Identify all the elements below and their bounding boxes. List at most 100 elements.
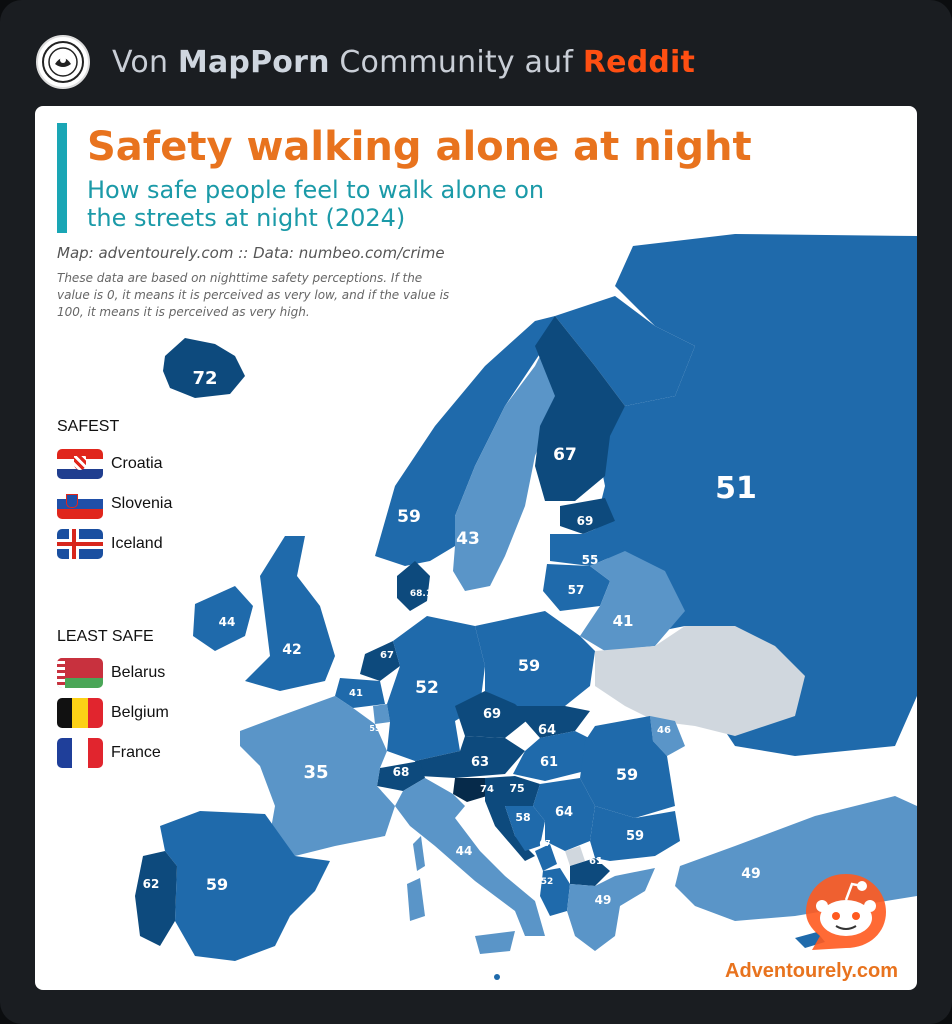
- value-hungary: 61: [540, 755, 558, 770]
- reddit-snoo-icon[interactable]: [802, 870, 890, 954]
- value-greece: 49: [595, 893, 612, 907]
- value-lithuania: 57: [568, 583, 585, 597]
- region-belgium: [335, 678, 385, 708]
- value-slovakia: 64: [538, 723, 556, 738]
- region-hungary: [513, 731, 595, 781]
- value-turkey: 49: [741, 866, 760, 882]
- value-finland: 67: [553, 445, 577, 465]
- region-czechia: [455, 691, 530, 738]
- belarus-flag-icon: [57, 658, 103, 688]
- region-belarus: [580, 551, 685, 651]
- region-sweden: [453, 346, 565, 591]
- region-uk: [245, 536, 335, 691]
- value-uk: 42: [282, 642, 301, 658]
- region-serbia: [533, 778, 595, 851]
- region-russia: [595, 234, 917, 756]
- region-italy: [395, 778, 545, 936]
- region-romania: [580, 716, 675, 818]
- legend-safest-2: Slovenia: [57, 488, 172, 520]
- region-switzerland: [377, 761, 425, 791]
- value-belarus: 41: [613, 612, 634, 630]
- region-north-macedonia: [570, 858, 610, 886]
- post-source-line: Von MapPorn Community auf Reddit: [112, 45, 695, 80]
- legend-label: France: [111, 744, 161, 761]
- value-iceland: 72: [192, 368, 217, 389]
- value-montenegro: 67: [539, 839, 550, 848]
- region-finland: [535, 316, 625, 501]
- legend-safest-heading: SAFEST: [57, 418, 120, 435]
- value-north-macedonia: 61: [589, 856, 603, 867]
- value-france: 35: [303, 762, 328, 783]
- region-kosovo: [565, 846, 585, 866]
- legend-label: Slovenia: [111, 495, 173, 512]
- value-estonia: 69: [577, 514, 594, 528]
- croatia-flag-icon: [57, 449, 103, 479]
- value-cyprus: 66: [772, 938, 784, 947]
- value-luxembourg: 55: [369, 724, 381, 733]
- region-netherlands: [360, 641, 400, 681]
- region-kola: [555, 296, 695, 406]
- france-flag-icon: [57, 738, 103, 768]
- region-iceland: [163, 338, 245, 398]
- value-spain: 59: [206, 875, 228, 894]
- region-bosnia: [505, 806, 545, 851]
- region-estonia: [560, 498, 615, 534]
- map-source: Map: adventourely.com :: Data: numbeo.co…: [57, 244, 445, 262]
- value-denmark: 68.1: [410, 589, 432, 599]
- value-belgium: 41: [349, 688, 363, 699]
- region-latvia: [550, 521, 625, 566]
- legend-safest-1: Croatia: [57, 448, 163, 480]
- value-malta: 54: [501, 972, 513, 981]
- value-latvia: 55: [582, 553, 599, 567]
- value-netherlands: 67: [380, 650, 394, 661]
- post-header: Von MapPorn Community auf Reddit: [36, 34, 695, 90]
- map-subtitle: How safe people feel to walk alone on th…: [87, 176, 545, 232]
- map-note: These data are based on nighttime safety…: [57, 271, 450, 319]
- community-name[interactable]: MapPorn: [177, 44, 330, 80]
- region-malta: [494, 974, 500, 980]
- value-ireland: 44: [219, 615, 236, 629]
- value-slovenia: 74: [480, 784, 494, 795]
- legend-least-heading: LEAST SAFE: [57, 628, 154, 645]
- title-accent-bar: [57, 123, 67, 233]
- region-ireland: [193, 586, 253, 651]
- region-croatia: [485, 776, 540, 861]
- legend-least-1: Belarus: [57, 657, 165, 689]
- value-albania: 52: [541, 877, 554, 887]
- value-croatia: 75: [509, 782, 524, 795]
- value-serbia: 64: [555, 805, 573, 820]
- legend-least-3: France: [57, 737, 161, 769]
- region-slovenia: [453, 778, 487, 802]
- legend-label: Belarus: [111, 664, 166, 681]
- legend-label: Iceland: [111, 535, 163, 552]
- value-romania: 59: [616, 765, 638, 784]
- region-poland: [475, 611, 595, 706]
- value-norway: 59: [397, 507, 421, 527]
- region-greece: [567, 868, 655, 951]
- value-portugal: 62: [143, 877, 160, 891]
- value-poland: 59: [518, 656, 540, 675]
- region-sicily: [475, 931, 515, 954]
- belgium-flag-icon: [57, 698, 103, 728]
- platform-name[interactable]: Reddit: [582, 44, 696, 80]
- region-slovakia: [515, 706, 590, 738]
- value-bosnia: 58: [515, 811, 530, 824]
- region-luxembourg: [373, 704, 390, 724]
- mapporn-seal-icon[interactable]: [36, 35, 90, 89]
- region-germany: [387, 616, 485, 761]
- region-montenegro: [535, 844, 557, 871]
- europe-choropleth-map: 72 67 51 59 43 69 55 57 41 68.1 44 42 67…: [135, 234, 917, 981]
- legend-safest-3: Iceland: [57, 528, 163, 560]
- region-spain: [160, 811, 330, 961]
- value-bulgaria: 59: [626, 829, 644, 844]
- region-norway: [375, 316, 565, 566]
- value-moldova: 46: [657, 725, 671, 736]
- value-sweden: 43: [456, 529, 480, 549]
- slovenia-flag-icon: [57, 489, 103, 519]
- legend-least-2: Belgium: [57, 697, 169, 729]
- region-austria: [415, 736, 525, 778]
- map-image-card[interactable]: 72 67 51 59 43 69 55 57 41 68.1 44 42 67…: [35, 106, 917, 990]
- source-middle: Community auf: [329, 44, 583, 80]
- region-portugal: [135, 851, 177, 946]
